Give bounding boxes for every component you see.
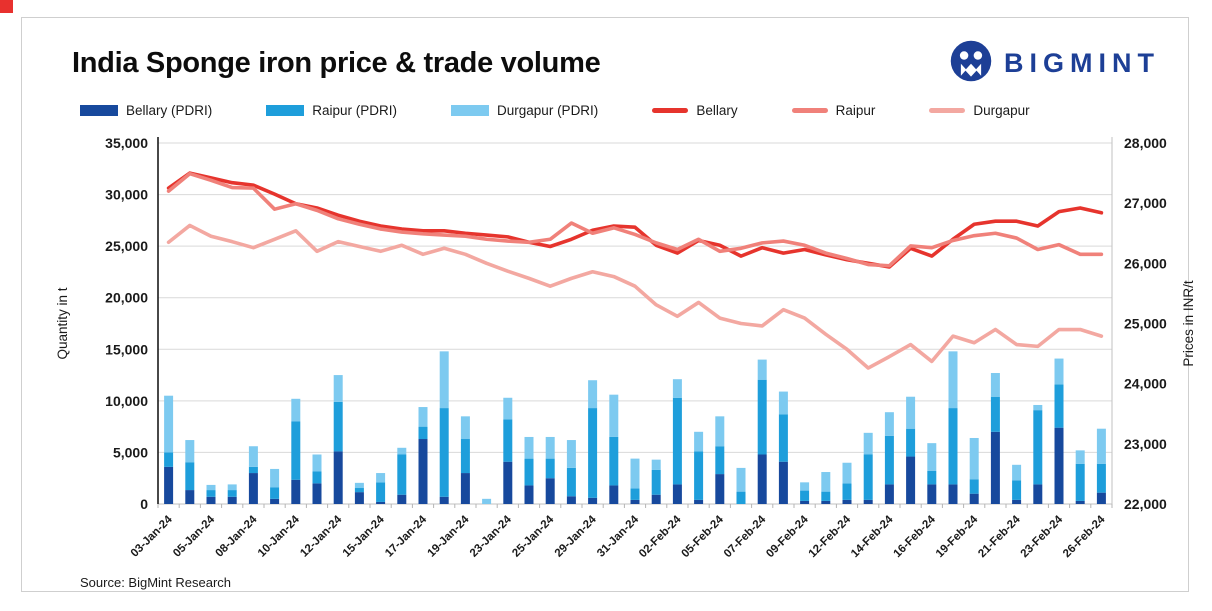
svg-text:25,000: 25,000 <box>1124 316 1167 332</box>
svg-text:Quantity in t: Quantity in t <box>55 287 70 359</box>
legend-item-durgapur-line: Durgapur <box>929 103 1030 118</box>
svg-text:22,000: 22,000 <box>1124 496 1167 512</box>
page-title: India Sponge iron price & trade volume <box>72 46 601 79</box>
svg-text:16-Feb-24: 16-Feb-24 <box>891 513 938 560</box>
svg-text:07-Feb-24: 07-Feb-24 <box>722 513 769 560</box>
svg-text:02-Feb-24: 02-Feb-24 <box>637 513 684 560</box>
svg-text:05-Feb-24: 05-Feb-24 <box>679 513 726 560</box>
chart-legend: Bellary (PDRI) Raipur (PDRI) Durgapur (P… <box>80 98 1168 122</box>
legend-item-bellary-pdri: Bellary (PDRI) <box>80 103 212 118</box>
svg-text:5,000: 5,000 <box>113 444 148 460</box>
bigmint-logo-icon <box>948 38 994 89</box>
svg-text:10,000: 10,000 <box>105 393 148 409</box>
corner-accent <box>0 0 13 13</box>
svg-text:12-Feb-24: 12-Feb-24 <box>807 513 854 560</box>
svg-text:14-Feb-24: 14-Feb-24 <box>849 513 896 560</box>
svg-text:26,000: 26,000 <box>1124 255 1167 271</box>
svg-text:21-Feb-24: 21-Feb-24 <box>976 513 1023 560</box>
svg-text:05-Jan-24: 05-Jan-24 <box>171 513 217 559</box>
legend-item-durgapur-pdri: Durgapur (PDRI) <box>451 103 598 118</box>
svg-text:23-Feb-24: 23-Feb-24 <box>1019 513 1066 560</box>
svg-text:26-Feb-24: 26-Feb-24 <box>1061 513 1108 560</box>
bar-swatch-icon <box>451 104 490 116</box>
svg-text:20,000: 20,000 <box>105 290 148 306</box>
svg-text:19-Feb-24: 19-Feb-24 <box>934 513 981 560</box>
line-swatch-icon <box>652 107 689 113</box>
svg-text:09-Feb-24: 09-Feb-24 <box>764 513 811 560</box>
svg-text:31-Jan-24: 31-Jan-24 <box>595 513 641 559</box>
svg-text:19-Jan-24: 19-Jan-24 <box>426 513 472 559</box>
svg-text:23-Jan-24: 23-Jan-24 <box>468 513 514 559</box>
bigmint-logo-text: BIGMINT <box>1004 47 1160 78</box>
svg-text:30,000: 30,000 <box>105 187 148 203</box>
svg-text:27,000: 27,000 <box>1124 195 1167 211</box>
svg-text:10-Jan-24: 10-Jan-24 <box>256 513 302 559</box>
legend-item-raipur-line: Raipur <box>791 103 875 118</box>
chart-card: India Sponge iron price & trade volume B… <box>21 17 1196 592</box>
svg-text:25,000: 25,000 <box>105 238 148 254</box>
svg-text:08-Jan-24: 08-Jan-24 <box>214 513 260 559</box>
svg-text:03-Jan-24: 03-Jan-24 <box>129 513 175 559</box>
svg-text:35,000: 35,000 <box>105 135 148 151</box>
line-swatch-icon <box>929 107 966 113</box>
svg-text:23,000: 23,000 <box>1124 436 1167 452</box>
legend-item-bellary-line: Bellary <box>652 103 738 118</box>
bar-swatch-icon <box>80 104 118 116</box>
svg-text:29-Jan-24: 29-Jan-24 <box>553 513 599 559</box>
svg-text:24,000: 24,000 <box>1124 376 1167 392</box>
svg-text:15-Jan-24: 15-Jan-24 <box>341 513 387 559</box>
bar-swatch-icon <box>266 104 305 116</box>
svg-text:Prices in INR/t: Prices in INR/t <box>1181 280 1196 367</box>
svg-text:28,000: 28,000 <box>1124 135 1167 151</box>
combo-chart-plot: 0 5,000 10,000 15,000 20,000 25,000 30,000 35,0… <box>47 130 1209 570</box>
bigmint-logo: BIGMINT <box>948 38 1160 89</box>
header: India Sponge iron price & trade volume B… <box>72 32 1160 94</box>
svg-text:12-Jan-24: 12-Jan-24 <box>298 513 344 559</box>
svg-text:0: 0 <box>140 496 148 512</box>
line-swatch-icon <box>791 107 828 113</box>
source-note: Source: BigMint Research <box>80 575 232 590</box>
svg-text:17-Jan-24: 17-Jan-24 <box>383 513 429 559</box>
svg-text:25-Jan-24: 25-Jan-24 <box>510 513 556 559</box>
svg-text:15,000: 15,000 <box>105 341 148 357</box>
legend-item-raipur-pdri: Raipur (PDRI) <box>266 103 397 118</box>
